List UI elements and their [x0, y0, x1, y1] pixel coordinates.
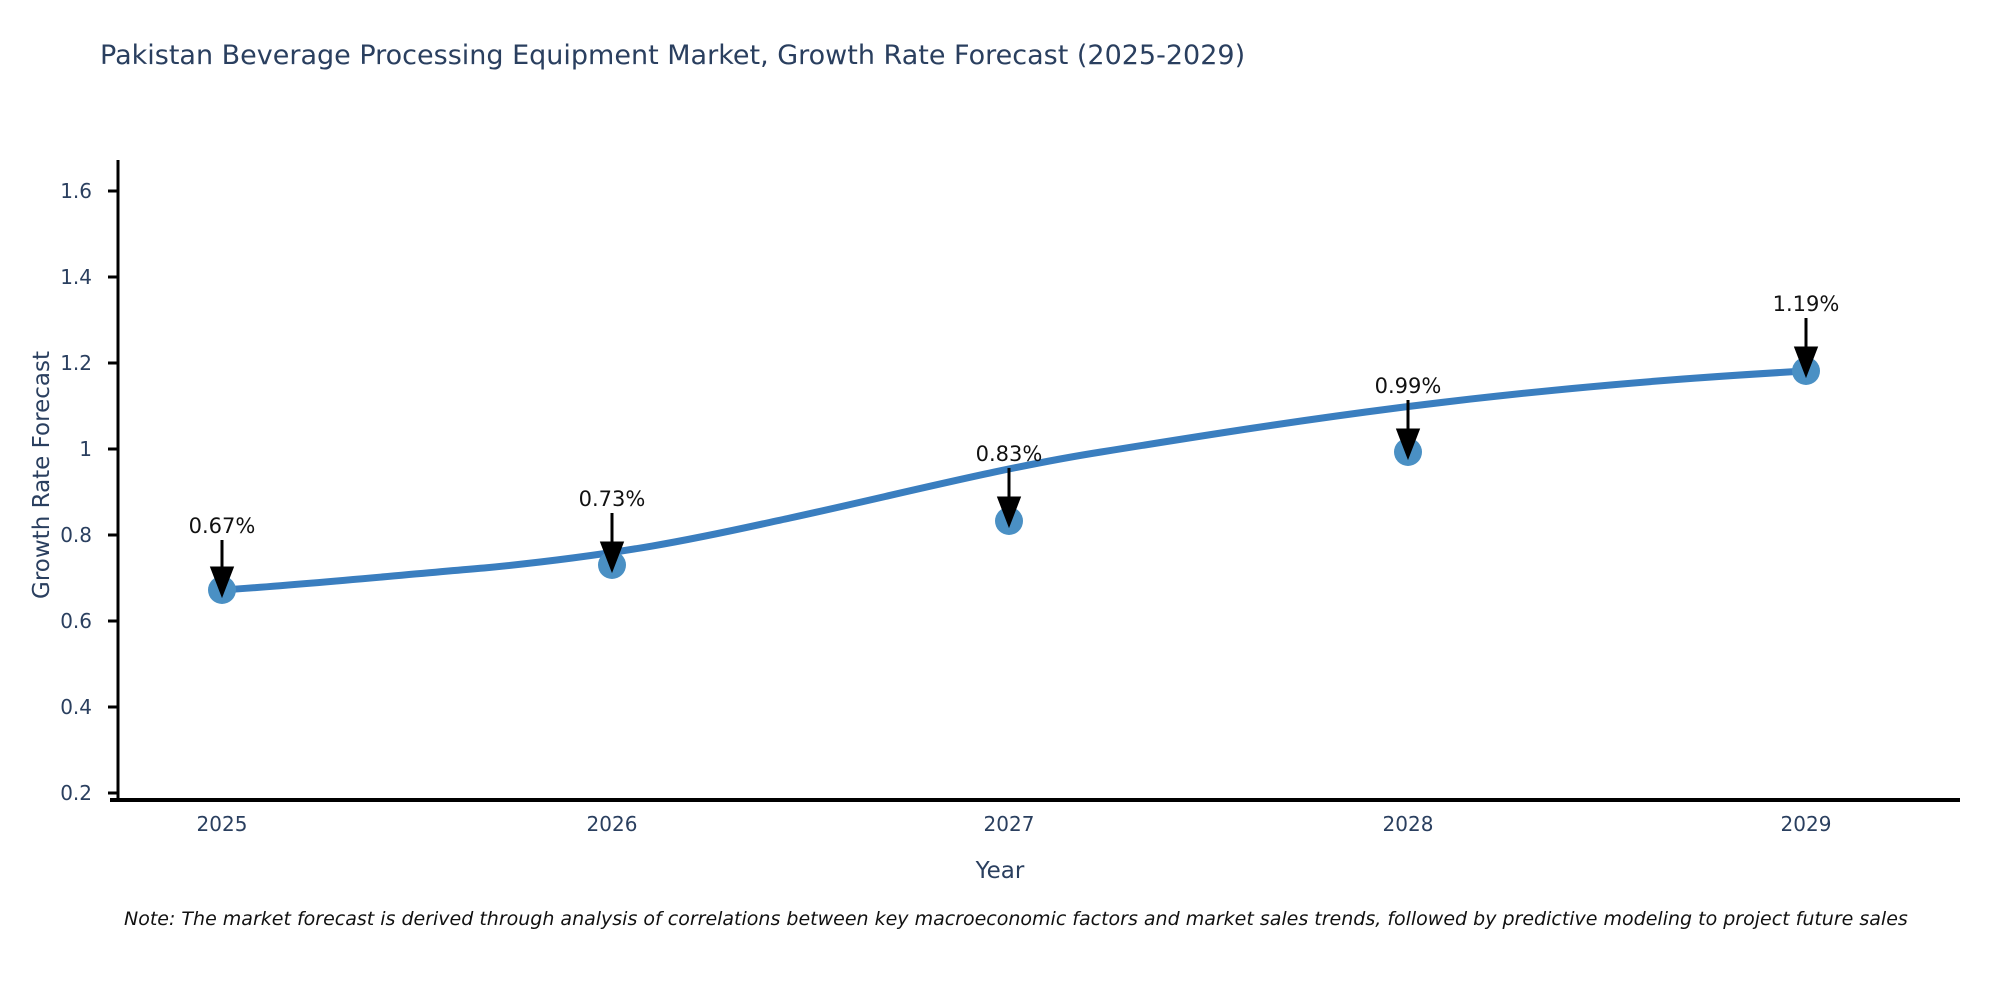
x-tick-label: 2026: [586, 812, 638, 836]
chart-title: Pakistan Beverage Processing Equipment M…: [100, 40, 1246, 71]
y-tick-marks: [108, 189, 118, 795]
data-markers: [208, 357, 1820, 604]
y-tick-label: 1: [79, 437, 92, 461]
data-point-label: 0.67%: [188, 514, 256, 538]
data-point-label: 0.73%: [578, 487, 646, 511]
y-tick-label: 0.2: [60, 781, 92, 805]
forecast-line: [218, 367, 1810, 594]
data-point-label: 0.99%: [1374, 374, 1442, 398]
y-tick-label: 1.4: [60, 265, 92, 289]
y-tick-label: 0.6: [60, 609, 92, 633]
chart-footnote: Note: The market forecast is derived thr…: [124, 908, 1908, 930]
x-tick-label: 2027: [983, 812, 1035, 836]
y-tick-label: 1.2: [60, 351, 92, 375]
y-tick-label: 0.8: [60, 523, 92, 547]
x-tick-label: 2029: [1780, 812, 1832, 836]
y-tick-label: 0.4: [60, 695, 92, 719]
annotation-arrows: [209, 318, 1819, 599]
y-tick-label: 1.6: [60, 179, 92, 203]
x-axis-title: Year: [975, 858, 1025, 884]
x-tick-label: 2028: [1382, 812, 1434, 836]
data-point-label: 0.83%: [975, 442, 1043, 466]
data-point-label: 1.19%: [1772, 292, 1840, 316]
x-tick-label: 2025: [196, 812, 248, 836]
